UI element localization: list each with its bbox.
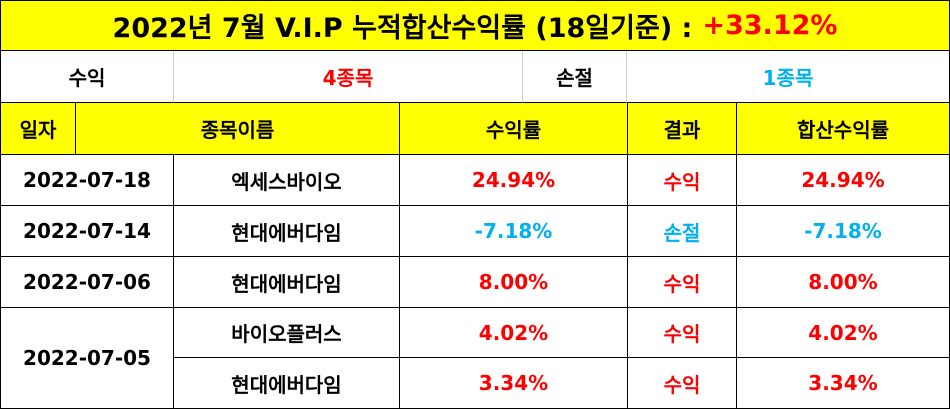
title-text: 2022년 7월 V.I.P 누적합산수익률 (18일기준) : [112, 13, 693, 44]
profit-count: 4종목 [174, 51, 523, 103]
row-cumulative: 3.34% [808, 371, 878, 395]
row-cumulative: 24.94% [737, 155, 949, 206]
total-return: +33.12% [702, 10, 838, 41]
table-title: 2022년 7월 V.I.P 누적합산수익률 (18일기준) : +33.12% [1, 1, 949, 51]
row-result: 수익 [628, 308, 737, 358]
row-return: 3.34% [400, 358, 628, 408]
row-date: 2022-07-05 [1, 308, 174, 408]
row-name: 현대에버다임 [174, 257, 400, 308]
row-return: -7.18% [400, 206, 628, 257]
row-date: 2022-07-06 [1, 257, 174, 308]
row-name: 현대에버다임 [174, 206, 400, 257]
row-result: 수익 [628, 155, 737, 206]
row-return: 24.94% [400, 155, 628, 206]
row-cumulative: -7.18% [737, 206, 949, 257]
header-name: 종목이름 [76, 103, 400, 155]
loss-label: 손절 [523, 51, 627, 103]
row-return: 8.00% [400, 257, 628, 308]
row-result: 수익 [628, 257, 737, 308]
row-cumulative: 4.02% [737, 308, 949, 358]
row-date: 2022-07-18 [1, 155, 174, 206]
row-result: 수익 [628, 358, 737, 408]
row-name: 현대에버다임 [174, 358, 400, 408]
row-name: 바이오플러스 [174, 308, 400, 358]
profit-label: 수익 [1, 51, 174, 103]
loss-count: 1종목 [627, 51, 949, 103]
row-result: 손절 [628, 206, 737, 257]
header-date: 일자 [1, 103, 76, 155]
header-result: 결과 [628, 103, 737, 155]
row-name: 엑세스바이오 [174, 155, 400, 206]
row-return: 4.02% [400, 308, 628, 358]
row-cumulative: 8.00% [737, 257, 949, 308]
header-return: 수익률 [400, 103, 628, 155]
row-date: 2022-07-14 [1, 206, 174, 257]
header-cumulative: 합산수익률 [737, 103, 949, 155]
